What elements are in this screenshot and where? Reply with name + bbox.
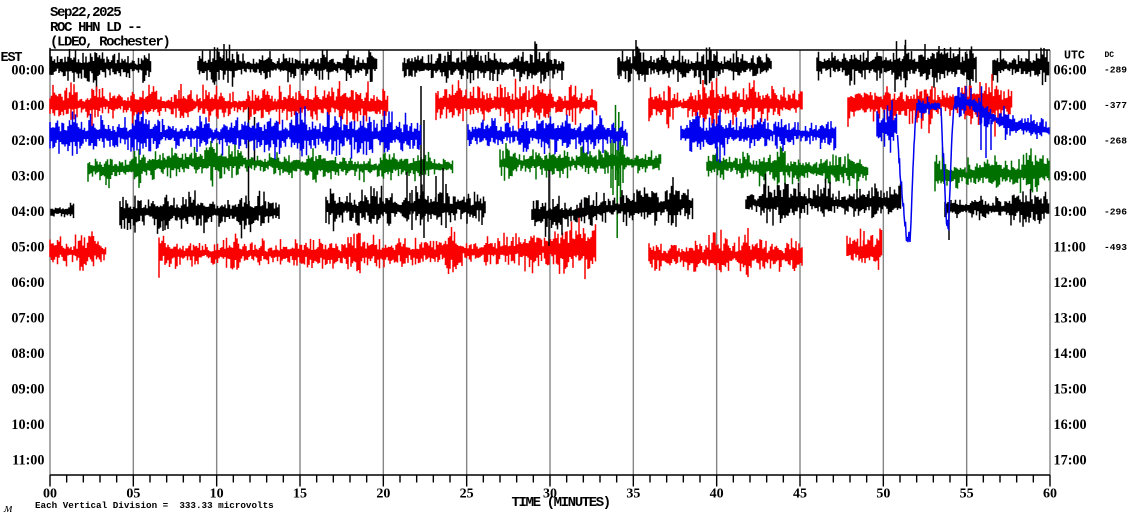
svg-text:04:00: 04:00 bbox=[11, 204, 44, 220]
svg-text:(LDEO, Rochester): (LDEO, Rochester) bbox=[50, 35, 169, 51]
svg-text:м: м bbox=[3, 500, 12, 515]
svg-text:09:00: 09:00 bbox=[11, 381, 44, 397]
svg-text:15:00: 15:00 bbox=[1054, 381, 1087, 397]
svg-text:06:00: 06:00 bbox=[11, 275, 44, 291]
svg-text:40: 40 bbox=[710, 487, 724, 502]
svg-text:06:00: 06:00 bbox=[1054, 62, 1087, 78]
svg-text:UTC: UTC bbox=[1064, 50, 1085, 63]
svg-text:EST: EST bbox=[1, 51, 23, 66]
svg-text:-296: -296 bbox=[1104, 206, 1127, 217]
svg-text:11:00: 11:00 bbox=[12, 452, 44, 468]
svg-text:01:00: 01:00 bbox=[11, 98, 44, 114]
svg-text:-493: -493 bbox=[1104, 242, 1127, 253]
svg-text:25: 25 bbox=[460, 487, 474, 502]
svg-text:Each Vertical Division = 333.: Each Vertical Division = 333.33 microvol… bbox=[35, 500, 274, 511]
svg-text:07:00: 07:00 bbox=[11, 310, 44, 326]
svg-text:TIME (MINUTES): TIME (MINUTES) bbox=[512, 495, 610, 511]
svg-text:10:00: 10:00 bbox=[1054, 204, 1087, 220]
svg-text:02:00: 02:00 bbox=[11, 133, 44, 149]
svg-text:-289: -289 bbox=[1104, 65, 1127, 76]
svg-text:10: 10 bbox=[210, 487, 224, 502]
svg-text:35: 35 bbox=[626, 487, 640, 502]
svg-text:Sep22,2025: Sep22,2025 bbox=[50, 5, 121, 21]
svg-text:60: 60 bbox=[1043, 487, 1057, 502]
svg-text:14:00: 14:00 bbox=[1054, 346, 1087, 362]
svg-text:16:00: 16:00 bbox=[1054, 417, 1087, 433]
svg-text:30: 30 bbox=[543, 487, 557, 502]
svg-text:55: 55 bbox=[960, 487, 974, 502]
svg-text:45: 45 bbox=[793, 487, 807, 502]
svg-text:13:00: 13:00 bbox=[1054, 310, 1087, 326]
svg-text:12:00: 12:00 bbox=[1054, 275, 1087, 291]
svg-text:11:00: 11:00 bbox=[1054, 240, 1086, 256]
svg-text:ROC HHN LD --: ROC HHN LD -- bbox=[50, 20, 141, 36]
svg-text:08:00: 08:00 bbox=[1054, 133, 1087, 149]
svg-text:00: 00 bbox=[43, 487, 57, 502]
svg-text:08:00: 08:00 bbox=[11, 346, 44, 362]
svg-text:10:00: 10:00 bbox=[11, 417, 44, 433]
svg-text:05:00: 05:00 bbox=[11, 240, 44, 256]
svg-text:07:00: 07:00 bbox=[1054, 98, 1087, 114]
svg-text:-377: -377 bbox=[1104, 100, 1127, 111]
svg-text:20: 20 bbox=[376, 487, 390, 502]
svg-text:50: 50 bbox=[876, 487, 890, 502]
svg-text:03:00: 03:00 bbox=[11, 169, 44, 185]
svg-text:-268: -268 bbox=[1104, 135, 1127, 146]
svg-text:05: 05 bbox=[126, 487, 140, 502]
svg-text:17:00: 17:00 bbox=[1054, 452, 1087, 468]
svg-text:DC: DC bbox=[1105, 51, 1115, 60]
svg-text:00:00: 00:00 bbox=[11, 62, 44, 78]
svg-text:15: 15 bbox=[293, 487, 307, 502]
svg-text:09:00: 09:00 bbox=[1054, 169, 1087, 185]
